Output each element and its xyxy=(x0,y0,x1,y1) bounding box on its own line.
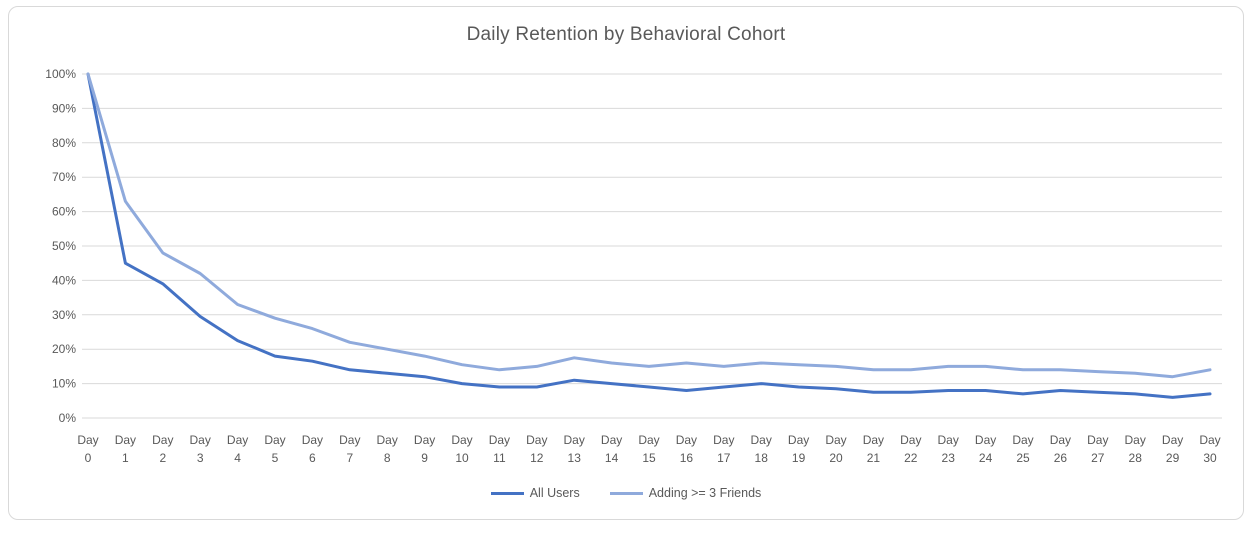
x-axis-tick-label: 12 xyxy=(530,451,544,465)
x-axis-tick-label: 3 xyxy=(197,451,204,465)
x-axis-tick-label: Day xyxy=(1087,433,1108,447)
x-axis-tick-label: 19 xyxy=(792,451,806,465)
x-axis-tick-label: 7 xyxy=(346,451,353,465)
x-axis-tick-label: Day xyxy=(1050,433,1071,447)
x-axis-tick-label: Day xyxy=(825,433,846,447)
x-axis-tick-label: 27 xyxy=(1091,451,1105,465)
chart-frame xyxy=(8,6,1244,520)
x-axis-tick-label: Day xyxy=(788,433,809,447)
x-axis-tick-label: Day xyxy=(377,433,398,447)
x-axis-tick-label: Day xyxy=(414,433,435,447)
x-axis-tick-label: 8 xyxy=(384,451,391,465)
x-axis-tick-label: 4 xyxy=(234,451,241,465)
x-axis-tick-label: Day xyxy=(115,433,136,447)
x-axis-tick-label: Day xyxy=(1012,433,1033,447)
x-axis-tick-label: Day xyxy=(339,433,360,447)
y-axis-tick-label: 60% xyxy=(52,205,76,219)
legend-item-all-users: All Users xyxy=(490,486,580,500)
x-axis-tick-label: 0 xyxy=(85,451,92,465)
x-axis-tick-label: Day xyxy=(526,433,547,447)
x-axis-tick-label: 14 xyxy=(605,451,619,465)
x-axis-tick-label: 17 xyxy=(717,451,731,465)
x-axis-tick-label: Day xyxy=(302,433,323,447)
series-line-adding-3-friends xyxy=(86,72,1212,379)
x-axis-tick-label: 30 xyxy=(1203,451,1217,465)
x-axis-tick-label: Day xyxy=(638,433,659,447)
x-axis-tick-label: Day xyxy=(152,433,173,447)
y-axis-tick-label: 90% xyxy=(52,101,76,115)
x-axis-tick-label: 6 xyxy=(309,451,316,465)
x-axis-tick-label: 22 xyxy=(904,451,918,465)
x-axis-tick-label: 1 xyxy=(122,451,129,465)
x-axis-tick-label: 29 xyxy=(1166,451,1180,465)
x-axis-tick-label: 21 xyxy=(867,451,881,465)
x-axis-tick-label: 10 xyxy=(455,451,469,465)
y-axis-tick-label: 40% xyxy=(52,273,76,287)
y-axis-tick-label: 10% xyxy=(52,377,76,391)
x-axis-tick-label: 16 xyxy=(680,451,694,465)
y-axis-tick-label: 20% xyxy=(52,342,76,356)
x-axis-tick-label: 18 xyxy=(755,451,769,465)
chart-legend: All Users Adding >= 3 Friends xyxy=(0,486,1252,500)
x-axis-tick-label: 15 xyxy=(642,451,656,465)
x-axis-tick-label: 20 xyxy=(829,451,843,465)
x-axis-tick-label: Day xyxy=(564,433,585,447)
chart-title: Daily Retention by Behavioral Cohort xyxy=(466,24,786,45)
x-axis-tick-label: 26 xyxy=(1054,451,1068,465)
x-axis-tick-label: Day xyxy=(227,433,248,447)
x-axis-tick-label: Day xyxy=(264,433,285,447)
x-axis-tick-label: 13 xyxy=(568,451,582,465)
x-axis-tick-label: Day xyxy=(713,433,734,447)
x-axis-tick-label: Day xyxy=(751,433,772,447)
x-axis-tick-label: 5 xyxy=(272,451,279,465)
x-axis-tick-label: 9 xyxy=(421,451,428,465)
y-axis-tick-label: 100% xyxy=(45,67,76,81)
legend-label-all-users: All Users xyxy=(529,486,580,500)
legend-item-adding-3-friends: Adding >= 3 Friends xyxy=(609,486,762,500)
x-axis-tick-label: Day xyxy=(451,433,472,447)
x-axis-tick-label: Day xyxy=(863,433,884,447)
y-axis-tick-label: 80% xyxy=(52,136,76,150)
y-axis-tick-label: 0% xyxy=(59,411,77,425)
x-axis-tick-label: Day xyxy=(900,433,921,447)
x-axis-tick-label: 2 xyxy=(159,451,166,465)
x-axis-tick-label: Day xyxy=(1125,433,1146,447)
x-axis-tick-label: Day xyxy=(489,433,510,447)
x-axis-tick-label: 11 xyxy=(493,451,506,465)
x-axis-tick-label: Day xyxy=(77,433,98,447)
y-axis-tick-label: 70% xyxy=(52,170,76,184)
y-axis-tick-label: 50% xyxy=(52,239,76,253)
x-axis-tick-label: Day xyxy=(190,433,211,447)
x-axis-tick-label: 28 xyxy=(1129,451,1143,465)
series-line-all-users xyxy=(86,72,1212,399)
x-axis-tick-label: Day xyxy=(1199,433,1220,447)
x-axis-tick-label: 25 xyxy=(1016,451,1030,465)
legend-line-swatch-adding-3-friends xyxy=(609,491,643,495)
legend-line-swatch-all-users xyxy=(490,491,524,495)
legend-label-adding-3-friends: Adding >= 3 Friends xyxy=(648,486,762,500)
y-axis-tick-label: 30% xyxy=(52,308,76,322)
x-axis-tick-label: 23 xyxy=(942,451,956,465)
x-axis-tick-label: 24 xyxy=(979,451,993,465)
x-axis-tick-label: Day xyxy=(975,433,996,447)
x-axis-tick-label: Day xyxy=(938,433,959,447)
x-axis-tick-label: Day xyxy=(1162,433,1183,447)
x-axis-tick-label: Day xyxy=(601,433,622,447)
x-axis-tick-label: Day xyxy=(676,433,697,447)
